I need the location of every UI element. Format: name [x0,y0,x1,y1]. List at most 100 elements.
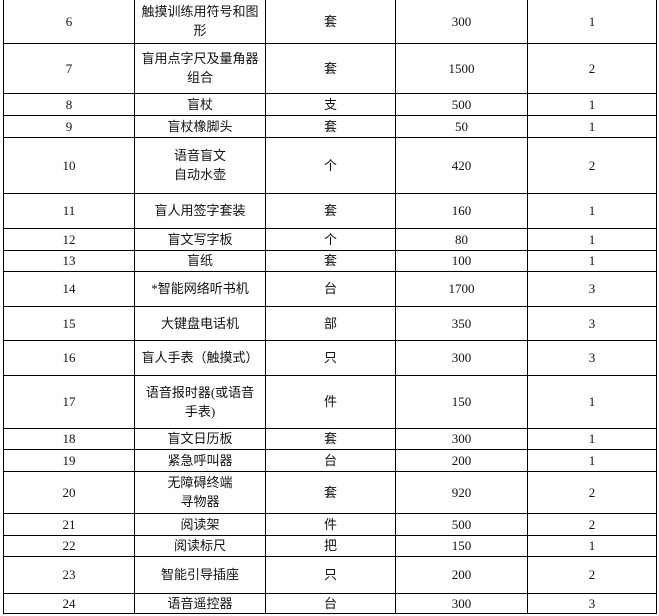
cell-no: 14 [3,270,135,307]
cell-price: 1500 [395,42,528,94]
cell-unit: 套 [265,114,396,138]
cell-price: 350 [395,305,528,341]
cell-unit: 台 [265,592,396,614]
cell-no: 21 [3,512,135,536]
cell-name: 无障碍终端 寻物器 [134,470,266,514]
cell-price: 80 [395,227,528,251]
table-row: 13 盲纸套 100 1 [3,249,657,272]
cell-price: 300 [395,0,528,44]
cell-qty: 1 [527,448,657,472]
cell-price: 150 [395,374,528,429]
cell-qty: 1 [527,534,657,557]
cell-unit: 只 [265,339,396,376]
cell-qty: 2 [527,470,657,514]
cell-no: 16 [3,339,135,376]
cell-unit: 套 [265,470,396,514]
cell-name: 盲用点字尺及量角器组合 [134,42,266,94]
cell-unit: 套 [265,427,396,450]
cell-price: 150 [395,534,528,557]
cell-unit: 套 [265,42,396,94]
cell-no: 12 [3,227,135,251]
cell-qty: 1 [527,374,657,429]
table-row: 19 紧急呼叫器台 200 1 [3,448,657,472]
cell-name: 智能引导插座 [134,555,266,594]
table-row: 6 触摸训练用符号和图形套 300 1 [3,0,657,44]
cell-name: 盲杖 [134,92,266,116]
cell-price: 500 [395,512,528,536]
cell-price: 200 [395,555,528,594]
table-row: 11 盲人用签字套装套 160 1 [3,192,657,229]
cell-no: 15 [3,305,135,341]
cell-no: 19 [3,448,135,472]
cell-no: 22 [3,534,135,557]
cell-unit: 台 [265,270,396,307]
table-row: 15 大键盘电话机部 350 3 [3,305,657,341]
cell-qty: 2 [527,42,657,94]
cell-qty: 3 [527,592,657,614]
table-row: 16 盲人手表（触摸式）只 300 3 [3,339,657,376]
cell-name: 语音报时器(或语音手表) [134,374,266,429]
cell-name: *智能网络听书机 [134,270,266,307]
cell-no: 8 [3,92,135,116]
table-row: 24 语音遥控器台 300 3 [3,592,657,614]
cell-qty: 1 [527,427,657,450]
cell-unit: 套 [265,0,396,44]
cell-unit: 台 [265,448,396,472]
table-row: 23 智能引导插座只 200 2 [3,555,657,594]
cell-qty: 3 [527,339,657,376]
table-body: 6 触摸训练用符号和图形套 300 1 7 盲用点字尺及量角器组合套 1500 2 8 盲杖支 50… [3,0,657,614]
cell-no: 13 [3,249,135,272]
cell-name: 盲文写字板 [134,227,266,251]
cell-no: 10 [3,136,135,194]
cell-unit: 个 [265,227,396,251]
table-row: 18 盲文日历板套 300 1 [3,427,657,450]
cell-qty: 2 [527,512,657,536]
cell-name: 紧急呼叫器 [134,448,266,472]
cell-name: 触摸训练用符号和图形 [134,0,266,44]
cell-unit: 件 [265,512,396,536]
cell-name: 盲杖橡脚头 [134,114,266,138]
cell-unit: 把 [265,534,396,557]
cell-unit: 只 [265,555,396,594]
table-row: 21 阅读架件 500 2 [3,512,657,536]
table-row: 10 语音盲文 自动水壶个 420 2 [3,136,657,194]
cell-no: 6 [3,0,135,44]
cell-price: 1700 [395,270,528,307]
table-row: 22 阅读标尺把 150 1 [3,534,657,557]
cell-unit: 部 [265,305,396,341]
cell-no: 23 [3,555,135,594]
cell-qty: 3 [527,270,657,307]
cell-name: 大键盘电话机 [134,305,266,341]
cell-name: 盲人用签字套装 [134,192,266,229]
cell-qty: 1 [527,192,657,229]
cell-price: 300 [395,592,528,614]
cell-price: 300 [395,339,528,376]
cell-qty: 3 [527,305,657,341]
cell-qty: 1 [527,227,657,251]
cell-qty: 2 [527,136,657,194]
table-row: 7 盲用点字尺及量角器组合套 1500 2 [3,42,657,94]
cell-qty: 1 [527,249,657,272]
cell-price: 50 [395,114,528,138]
cell-unit: 支 [265,92,396,116]
cell-qty: 1 [527,92,657,116]
cell-qty: 1 [527,114,657,138]
table-row: 8 盲杖支 500 1 [3,92,657,116]
cell-unit: 套 [265,249,396,272]
cell-unit: 套 [265,192,396,229]
cell-name: 语音盲文 自动水壶 [134,136,266,194]
cell-qty: 1 [527,0,657,44]
table-row: 9 盲杖橡脚头套 50 1 [3,114,657,138]
cell-price: 300 [395,427,528,450]
table-row: 12 盲文写字板个 80 1 [3,227,657,251]
cell-no: 11 [3,192,135,229]
cell-no: 20 [3,470,135,514]
cell-price: 160 [395,192,528,229]
cell-no: 17 [3,374,135,429]
cell-price: 920 [395,470,528,514]
table-row: 17 语音报时器(或语音手表) 件 150 1 [3,374,657,429]
cell-price: 500 [395,92,528,116]
cell-unit: 件 [265,374,396,429]
cell-no: 18 [3,427,135,450]
table-row: 20 无障碍终端 寻物器套 920 2 [3,470,657,514]
